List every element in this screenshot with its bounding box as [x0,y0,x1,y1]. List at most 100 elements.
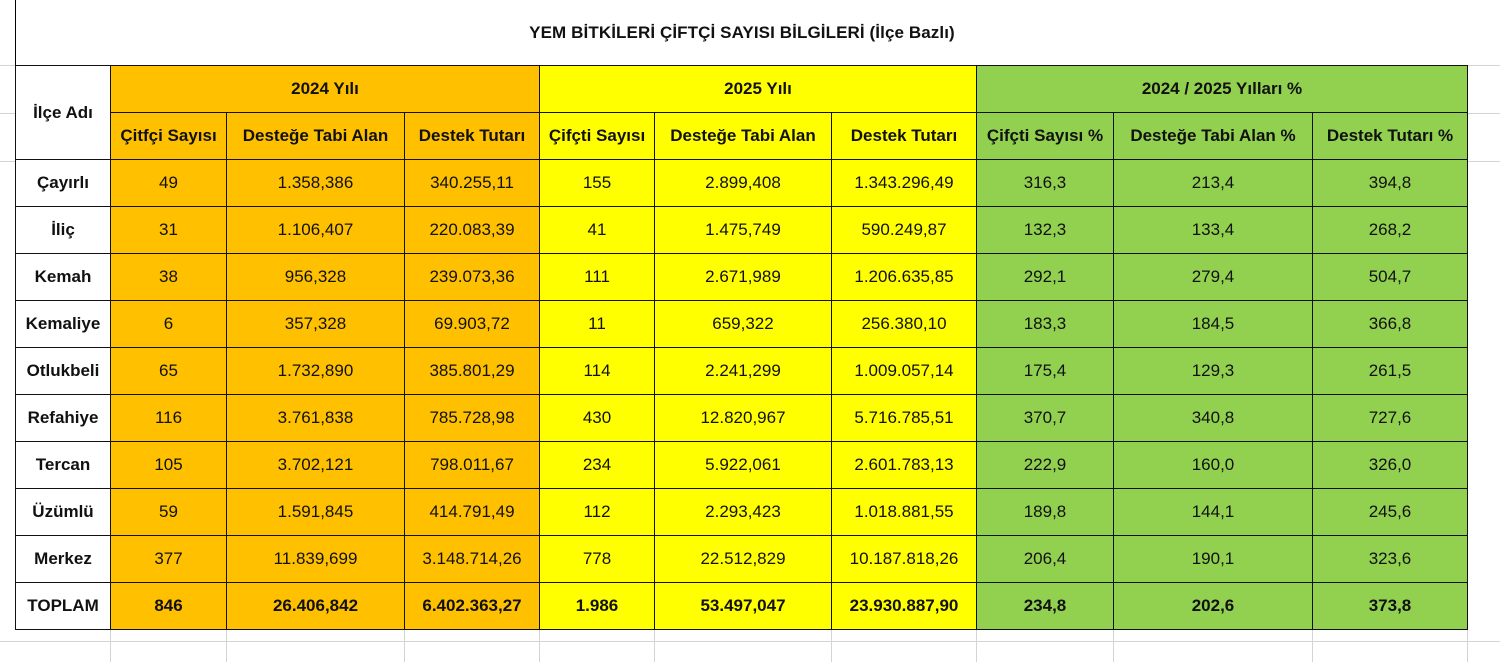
district-cell[interactable]: Refahiye [15,394,111,442]
cell[interactable]: 292,1 [976,253,1114,301]
cell[interactable]: 340.255,11 [404,159,540,207]
cell[interactable]: 69.903,72 [404,300,540,348]
total-label-cell[interactable]: TOPLAM [15,582,111,630]
cell[interactable]: 206,4 [976,535,1114,583]
cell[interactable]: 2.241,299 [654,347,832,395]
cell[interactable]: 5.716.785,51 [831,394,977,442]
cell[interactable]: 234 [539,441,655,489]
cell[interactable]: 22.512,829 [654,535,832,583]
total-cell[interactable]: 202,6 [1113,582,1313,630]
cell[interactable]: 316,3 [976,159,1114,207]
district-cell[interactable]: Çayırlı [15,159,111,207]
cell[interactable]: 268,2 [1312,206,1468,254]
col-header-2025-farmers[interactable]: Çifçti Sayısı [539,112,655,160]
cell[interactable]: 2.293,423 [654,488,832,536]
cell[interactable]: 6 [110,300,227,348]
cell[interactable]: 590.249,87 [831,206,977,254]
cell[interactable]: 144,1 [1113,488,1313,536]
cell[interactable]: 2.671,989 [654,253,832,301]
cell[interactable]: 49 [110,159,227,207]
district-cell[interactable]: Kemah [15,253,111,301]
cell[interactable]: 220.083,39 [404,206,540,254]
total-cell[interactable]: 373,8 [1312,582,1468,630]
cell[interactable]: 798.011,67 [404,441,540,489]
cell[interactable]: 340,8 [1113,394,1313,442]
district-cell[interactable]: Kemaliye [15,300,111,348]
cell[interactable]: 183,3 [976,300,1114,348]
cell[interactable]: 112 [539,488,655,536]
cell[interactable]: 778 [539,535,655,583]
cell[interactable]: 189,8 [976,488,1114,536]
cell[interactable]: 1.106,407 [226,206,405,254]
cell[interactable]: 394,8 [1312,159,1468,207]
cell[interactable]: 1.018.881,55 [831,488,977,536]
cell[interactable]: 366,8 [1312,300,1468,348]
cell[interactable]: 2.601.783,13 [831,441,977,489]
cell[interactable]: 956,328 [226,253,405,301]
cell[interactable]: 1.343.296,49 [831,159,977,207]
cell[interactable]: 1.206.635,85 [831,253,977,301]
cell[interactable]: 1.591,845 [226,488,405,536]
cell[interactable]: 504,7 [1312,253,1468,301]
total-cell[interactable]: 234,8 [976,582,1114,630]
cell[interactable]: 155 [539,159,655,207]
total-cell[interactable]: 53.497,047 [654,582,832,630]
cell[interactable]: 430 [539,394,655,442]
cell[interactable]: 11.839,699 [226,535,405,583]
district-cell[interactable]: İliç [15,206,111,254]
total-cell[interactable]: 26.406,842 [226,582,405,630]
cell[interactable]: 105 [110,441,227,489]
cell[interactable]: 385.801,29 [404,347,540,395]
cell[interactable]: 11 [539,300,655,348]
cell[interactable]: 1.732,890 [226,347,405,395]
district-cell[interactable]: Üzümlü [15,488,111,536]
group-header-2024[interactable]: 2024 Yılı [110,65,540,113]
district-cell[interactable]: Otlukbeli [15,347,111,395]
cell[interactable]: 38 [110,253,227,301]
col-header-pct-amount[interactable]: Destek Tutarı % [1312,112,1468,160]
cell[interactable]: 323,6 [1312,535,1468,583]
cell[interactable]: 1.475,749 [654,206,832,254]
cell[interactable]: 785.728,98 [404,394,540,442]
cell[interactable]: 116 [110,394,227,442]
cell[interactable]: 184,5 [1113,300,1313,348]
cell[interactable]: 279,4 [1113,253,1313,301]
cell[interactable]: 256.380,10 [831,300,977,348]
cell[interactable]: 12.820,967 [654,394,832,442]
cell[interactable]: 132,3 [976,206,1114,254]
cell[interactable]: 160,0 [1113,441,1313,489]
cell[interactable]: 114 [539,347,655,395]
total-cell[interactable]: 6.402.363,27 [404,582,540,630]
cell[interactable]: 326,0 [1312,441,1468,489]
cell[interactable]: 65 [110,347,227,395]
total-cell[interactable]: 846 [110,582,227,630]
col-header-pct-farmers[interactable]: Çifçti Sayısı % [976,112,1114,160]
cell[interactable]: 111 [539,253,655,301]
cell[interactable]: 129,3 [1113,347,1313,395]
cell[interactable]: 239.073,36 [404,253,540,301]
col-header-2025-amount[interactable]: Destek Tutarı [831,112,977,160]
district-cell[interactable]: Tercan [15,441,111,489]
total-cell[interactable]: 23.930.887,90 [831,582,977,630]
cell[interactable]: 357,328 [226,300,405,348]
cell[interactable]: 2.899,408 [654,159,832,207]
cell[interactable]: 245,6 [1312,488,1468,536]
group-header-2025[interactable]: 2025 Yılı [539,65,977,113]
col-header-2024-amount[interactable]: Destek Tutarı [404,112,540,160]
district-name-header[interactable]: İlçe Adı [15,65,111,160]
district-cell[interactable]: Merkez [15,535,111,583]
cell[interactable]: 59 [110,488,227,536]
cell[interactable]: 727,6 [1312,394,1468,442]
col-header-2024-area[interactable]: Desteğe Tabi Alan [226,112,405,160]
col-header-pct-area[interactable]: Desteğe Tabi Alan % [1113,112,1313,160]
cell[interactable]: 3.702,121 [226,441,405,489]
cell[interactable]: 1.358,386 [226,159,405,207]
col-header-2024-farmers[interactable]: Çitfçi Sayısı [110,112,227,160]
cell[interactable]: 414.791,49 [404,488,540,536]
cell[interactable]: 5.922,061 [654,441,832,489]
cell[interactable]: 377 [110,535,227,583]
cell[interactable]: 190,1 [1113,535,1313,583]
cell[interactable]: 31 [110,206,227,254]
col-header-2025-area[interactable]: Desteğe Tabi Alan [654,112,832,160]
cell[interactable]: 41 [539,206,655,254]
